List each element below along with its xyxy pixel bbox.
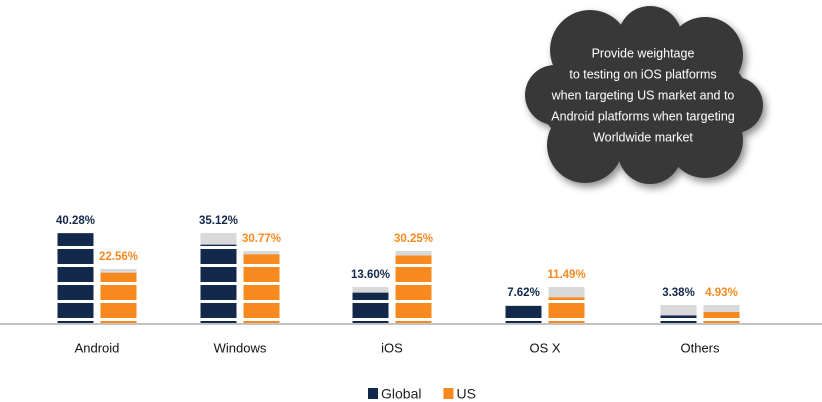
bar-gap bbox=[200, 300, 237, 303]
bar-gap bbox=[100, 300, 137, 303]
bar-gap bbox=[243, 318, 280, 321]
value-label: 30.25% bbox=[394, 233, 433, 245]
value-label: 30.77% bbox=[242, 233, 281, 245]
bar-gap bbox=[352, 318, 389, 321]
bar-gap bbox=[57, 282, 94, 285]
legend-label: Global bbox=[381, 386, 421, 402]
annotation-line: when targeting US market and to bbox=[551, 88, 735, 102]
bar-gap bbox=[505, 318, 542, 321]
bar-gap bbox=[243, 264, 280, 267]
bar-gap bbox=[57, 246, 94, 249]
x-tick-label: Android bbox=[75, 340, 120, 355]
value-label: 13.60% bbox=[351, 269, 390, 281]
annotation-cloud bbox=[525, 6, 763, 184]
bar-gap bbox=[100, 318, 137, 321]
bar-top-gap bbox=[100, 267, 137, 269]
bar-top-gap bbox=[703, 303, 740, 305]
bar-top-gap bbox=[200, 231, 237, 233]
bar-gap bbox=[57, 264, 94, 267]
bar-gap bbox=[395, 318, 432, 321]
bar-gap bbox=[200, 282, 237, 285]
bar-gap bbox=[57, 318, 94, 321]
value-label: 3.38% bbox=[662, 287, 695, 299]
value-label: 22.56% bbox=[99, 251, 138, 263]
x-tick-label: Others bbox=[680, 340, 720, 355]
bar bbox=[100, 272, 137, 323]
legend-swatch bbox=[443, 388, 454, 399]
bar bbox=[352, 292, 389, 323]
bar-gap bbox=[200, 264, 237, 267]
bar-gap bbox=[548, 318, 585, 321]
bar-gap bbox=[548, 300, 585, 303]
annotation-line: Provide weightage bbox=[592, 46, 695, 60]
annotation-line: Worldwide market bbox=[593, 130, 693, 144]
bar-gap bbox=[200, 246, 237, 249]
bar-gap bbox=[100, 282, 137, 285]
bar-top-gap bbox=[352, 285, 389, 287]
x-tick-label: OS X bbox=[529, 340, 560, 355]
bar-gap bbox=[395, 300, 432, 303]
annotation-line: to testing on iOS platforms bbox=[569, 67, 716, 81]
bar-gap bbox=[200, 318, 237, 321]
x-tick-label: iOS bbox=[381, 340, 403, 355]
value-label: 35.12% bbox=[199, 215, 238, 227]
value-label: 7.62% bbox=[507, 287, 540, 299]
legend-swatch bbox=[368, 388, 378, 399]
bar-gap bbox=[395, 264, 432, 267]
x-tick-label: Windows bbox=[214, 340, 267, 355]
value-label: 40.28% bbox=[56, 215, 95, 227]
bar-gap bbox=[352, 300, 389, 303]
bar-gap bbox=[243, 282, 280, 285]
bar-top-gap bbox=[395, 249, 432, 251]
bar-top-gap bbox=[660, 303, 697, 305]
bar-gap bbox=[243, 300, 280, 303]
annotation-line: Android platforms when targeting bbox=[551, 109, 734, 123]
legend-label: US bbox=[456, 386, 475, 402]
bar-top-gap bbox=[505, 303, 542, 305]
bar-top-gap bbox=[243, 249, 280, 251]
bar bbox=[703, 312, 740, 323]
bar-top-gap bbox=[548, 285, 585, 287]
bar-top-gap bbox=[57, 231, 94, 233]
value-label: 11.49% bbox=[547, 269, 585, 281]
bar-gap bbox=[395, 282, 432, 285]
bar-gap bbox=[703, 318, 740, 321]
bar-gap bbox=[660, 318, 697, 321]
bar-gap bbox=[57, 300, 94, 303]
value-label: 4.93% bbox=[705, 287, 738, 299]
